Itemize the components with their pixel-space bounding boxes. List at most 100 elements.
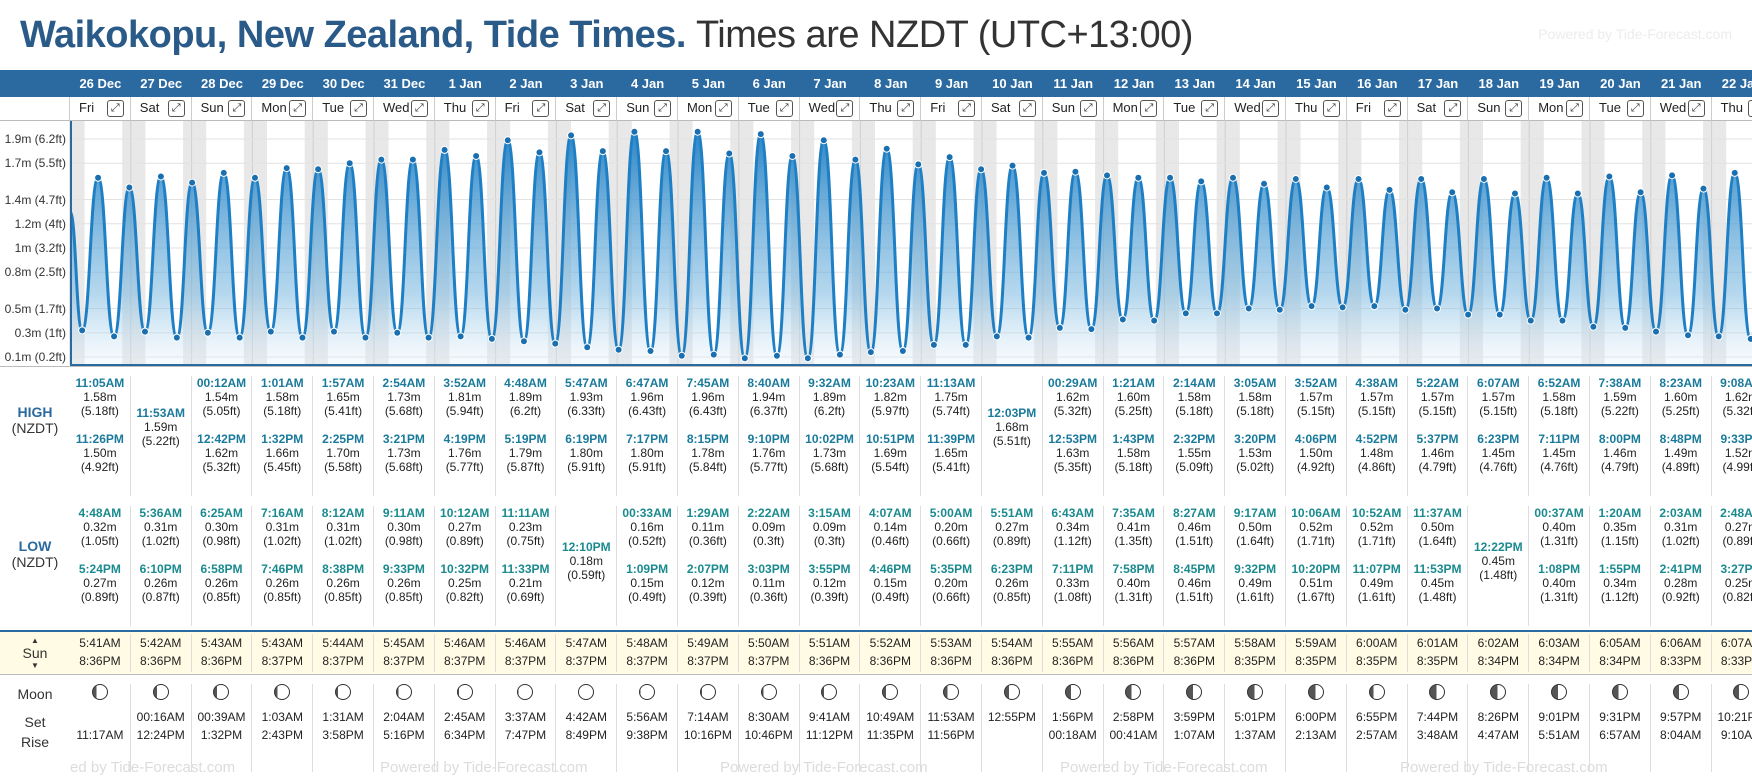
- tide-point[interactable]: [614, 345, 623, 354]
- tide-point[interactable]: [740, 354, 749, 363]
- expand-day-icon[interactable]: ⤢: [410, 100, 428, 117]
- tide-point[interactable]: [1229, 173, 1238, 182]
- tide-point[interactable]: [914, 160, 923, 169]
- tide-point[interactable]: [282, 164, 291, 173]
- tide-point[interactable]: [1464, 310, 1473, 319]
- tide-point[interactable]: [472, 151, 481, 160]
- tide-point[interactable]: [329, 327, 338, 336]
- expand-day-icon[interactable]: ⤢: [836, 100, 854, 117]
- tide-point[interactable]: [519, 337, 528, 346]
- tide-point[interactable]: [1166, 173, 1175, 182]
- expand-day-icon[interactable]: ⤢: [1261, 100, 1279, 117]
- expand-day-icon[interactable]: ⤢: [1626, 100, 1644, 117]
- tide-point[interactable]: [1542, 173, 1551, 182]
- tide-point[interactable]: [945, 153, 954, 162]
- tide-point[interactable]: [1008, 161, 1017, 170]
- tide-point[interactable]: [1275, 305, 1284, 314]
- expand-day-icon[interactable]: ⤢: [532, 100, 550, 117]
- tide-point[interactable]: [866, 348, 875, 357]
- tide-point[interactable]: [929, 340, 938, 349]
- tide-point[interactable]: [1573, 189, 1582, 198]
- tide-point[interactable]: [725, 149, 734, 158]
- tide-point[interactable]: [819, 136, 828, 145]
- tide-point[interactable]: [503, 136, 512, 145]
- tide-point[interactable]: [567, 131, 576, 140]
- expand-day-icon[interactable]: ⤢: [167, 100, 185, 117]
- tide-point[interactable]: [1385, 185, 1394, 194]
- expand-day-icon[interactable]: ⤢: [1201, 100, 1219, 117]
- tide-point[interactable]: [1150, 316, 1159, 325]
- expand-day-icon[interactable]: ⤢: [1565, 100, 1583, 117]
- expand-day-icon[interactable]: ⤢: [1505, 100, 1523, 117]
- expand-day-icon[interactable]: ⤢: [349, 100, 367, 117]
- tide-point[interactable]: [1683, 331, 1692, 340]
- expand-day-icon[interactable]: ⤢: [1748, 100, 1752, 117]
- tide-point[interactable]: [662, 147, 671, 156]
- tide-point[interactable]: [1401, 305, 1410, 314]
- tide-point[interactable]: [125, 183, 134, 192]
- tide-point[interactable]: [1040, 168, 1049, 177]
- tide-point[interactable]: [1134, 173, 1143, 182]
- tide-point[interactable]: [393, 328, 402, 337]
- tide-point[interactable]: [977, 165, 986, 174]
- tide-point[interactable]: [440, 145, 449, 154]
- tide-point[interactable]: [1479, 174, 1488, 183]
- tide-point[interactable]: [992, 332, 1001, 341]
- tide-point[interactable]: [1651, 327, 1660, 336]
- tide-point[interactable]: [1495, 310, 1504, 319]
- tide-point[interactable]: [1417, 174, 1426, 183]
- expand-day-icon[interactable]: ⤢: [289, 100, 307, 117]
- tide-point[interactable]: [772, 351, 781, 360]
- tide-point[interactable]: [803, 354, 812, 363]
- tide-point[interactable]: [156, 172, 165, 181]
- tide-point[interactable]: [1746, 334, 1752, 343]
- tide-point[interactable]: [1605, 172, 1614, 181]
- tide-point[interactable]: [1370, 302, 1379, 311]
- tide-point[interactable]: [1071, 167, 1080, 176]
- tide-point[interactable]: [583, 343, 592, 352]
- tide-point[interactable]: [266, 327, 275, 336]
- tide-point[interactable]: [535, 148, 544, 157]
- tide-point[interactable]: [361, 333, 370, 342]
- tide-point[interactable]: [314, 165, 323, 174]
- tide-point[interactable]: [1714, 332, 1723, 341]
- tide-point[interactable]: [219, 168, 228, 177]
- expand-day-icon[interactable]: ⤢: [1383, 100, 1401, 117]
- tide-point[interactable]: [1181, 309, 1190, 318]
- tide-point[interactable]: [1307, 302, 1316, 311]
- tide-point[interactable]: [1260, 179, 1269, 188]
- tide-point[interactable]: [1055, 323, 1064, 332]
- expand-day-icon[interactable]: ⤢: [775, 100, 793, 117]
- tide-point[interactable]: [1118, 315, 1127, 324]
- tide-point[interactable]: [851, 155, 860, 164]
- tide-point[interactable]: [709, 350, 718, 359]
- tide-point[interactable]: [1730, 168, 1739, 177]
- tide-point[interactable]: [345, 159, 354, 168]
- tide-point[interactable]: [424, 333, 433, 342]
- tide-point[interactable]: [110, 332, 119, 341]
- tide-point[interactable]: [172, 333, 181, 342]
- tide-point[interactable]: [408, 155, 417, 164]
- tide-point[interactable]: [1621, 323, 1630, 332]
- tide-point[interactable]: [1510, 189, 1519, 198]
- tide-point[interactable]: [882, 144, 891, 153]
- tide-point[interactable]: [1244, 304, 1253, 313]
- expand-day-icon[interactable]: ⤢: [897, 100, 915, 117]
- tide-point[interactable]: [677, 351, 686, 360]
- tide-point[interactable]: [693, 127, 702, 136]
- tide-point[interactable]: [1024, 333, 1033, 342]
- tide-point[interactable]: [1087, 325, 1096, 334]
- tide-point[interactable]: [551, 339, 560, 348]
- tide-point[interactable]: [1668, 171, 1677, 180]
- tide-point[interactable]: [898, 346, 907, 355]
- tide-point[interactable]: [788, 151, 797, 160]
- tide-point[interactable]: [630, 127, 639, 136]
- expand-day-icon[interactable]: ⤢: [1140, 100, 1158, 117]
- expand-day-icon[interactable]: ⤢: [1687, 100, 1705, 117]
- tide-point[interactable]: [646, 346, 655, 355]
- tide-point[interactable]: [1589, 322, 1598, 331]
- tide-point[interactable]: [756, 130, 765, 139]
- tide-point[interactable]: [94, 173, 103, 182]
- tide-point[interactable]: [1212, 309, 1221, 318]
- tide-point[interactable]: [1558, 316, 1567, 325]
